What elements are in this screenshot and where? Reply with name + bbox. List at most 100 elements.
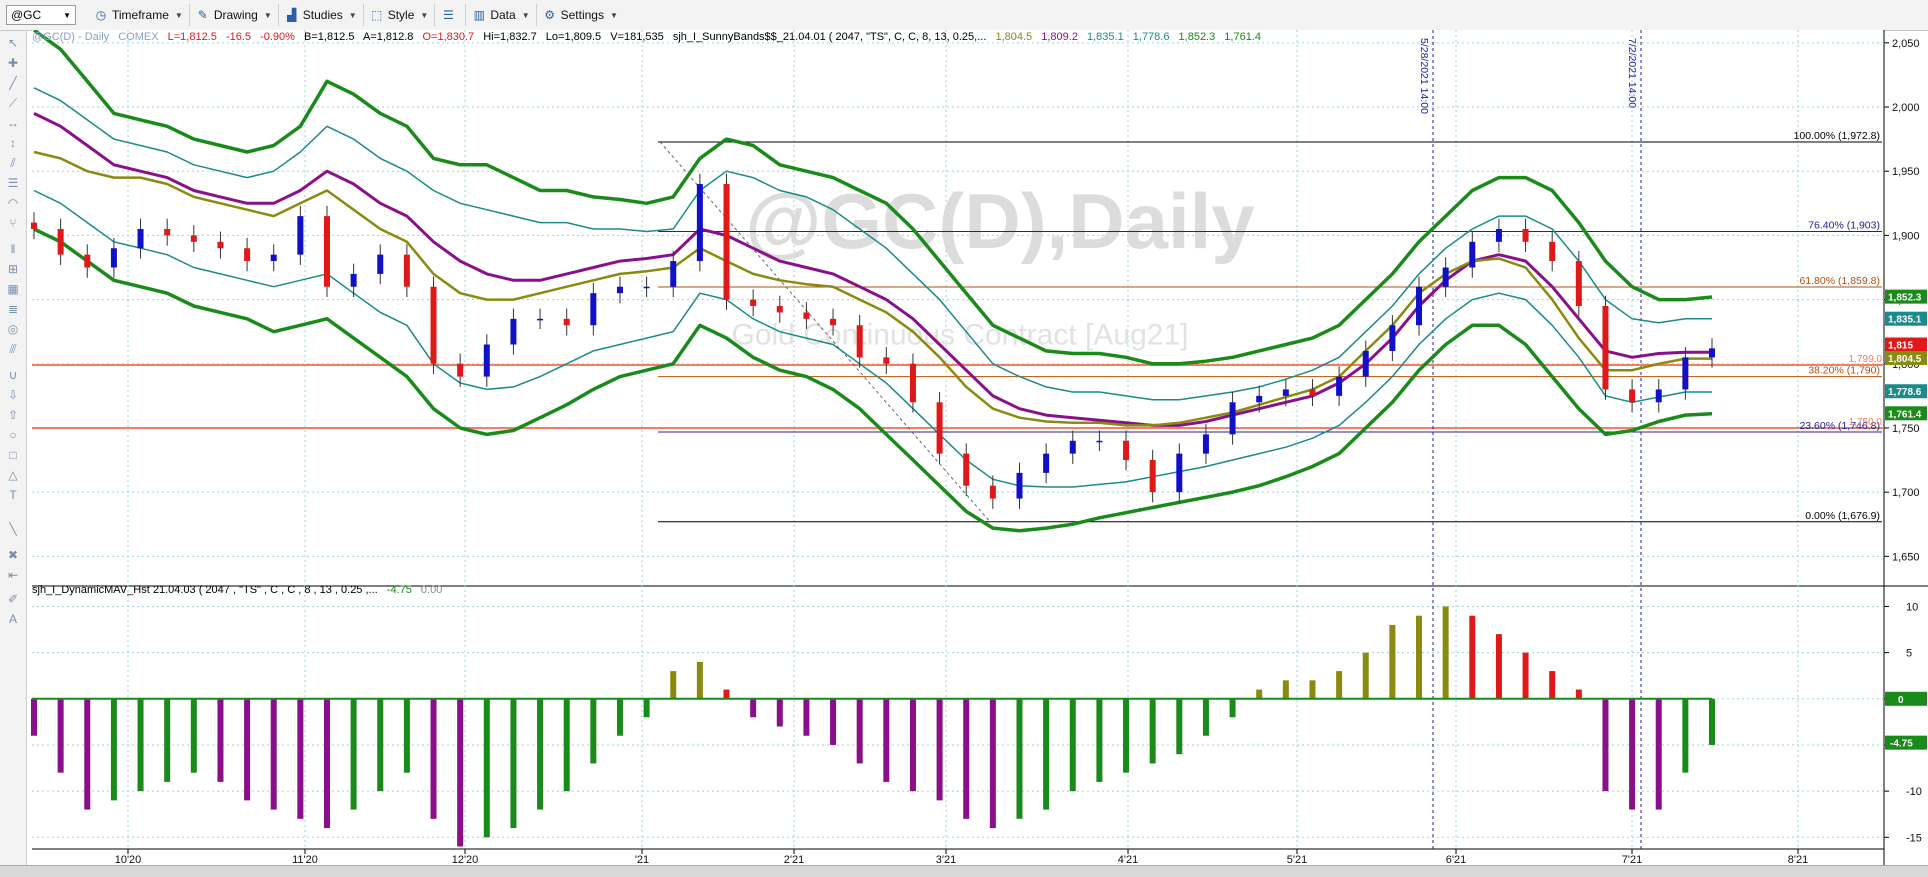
candle-body: [643, 286, 650, 289]
x-tick-label: 5'21: [1287, 854, 1307, 865]
histogram-bar: [1416, 615, 1423, 699]
trendline-icon[interactable]: ╱: [9, 76, 17, 90]
arc-icon[interactable]: ◠: [7, 196, 19, 210]
x-tick-label: 3'21: [936, 854, 956, 865]
chart-header: @GC(D) - Daily COMEX L=1,812.5 -16.5 -0.…: [32, 31, 1267, 43]
settings-button[interactable]: ⚙ Settings ▼: [537, 4, 624, 26]
chevron-down-icon: ▼: [348, 10, 357, 20]
y-tick-label: 2,000: [1892, 102, 1920, 114]
arrow-down-icon[interactable]: ⇩: [7, 388, 19, 402]
sr-level-label: 1,799.0: [1849, 354, 1883, 365]
x-tick-label: 8'21: [1788, 854, 1808, 865]
candle-body: [350, 273, 357, 287]
chevron-down-icon[interactable]: ▼: [63, 10, 71, 20]
style-button[interactable]: ⬚ Style ▼: [364, 4, 436, 26]
drawing-button[interactable]: ✎ Drawing ▼: [190, 4, 279, 26]
candle-body: [1416, 286, 1423, 326]
timeframe-button[interactable]: ◷ Timeframe ▼: [88, 4, 190, 26]
histogram-bar: [1309, 680, 1316, 699]
histogram-bar: [377, 698, 384, 792]
rectangle-icon[interactable]: □: [9, 448, 17, 462]
candle-body: [1389, 325, 1396, 351]
channel-icon[interactable]: ⫽: [10, 156, 16, 170]
histogram-bar: [457, 698, 464, 847]
delete-drawing-icon[interactable]: ✖: [7, 548, 19, 562]
data-button[interactable]: ▥ Data ▼: [466, 4, 537, 26]
histogram-bar: [909, 698, 916, 792]
studies-button[interactable]: ▟ Studies ▼: [279, 4, 364, 26]
cursor-icon[interactable]: ↖: [7, 36, 19, 50]
candle-body: [963, 453, 970, 486]
outer-lower-band: [33, 227, 1713, 533]
x-tick-label: 11'20: [292, 854, 318, 865]
candle-body: [1442, 267, 1449, 287]
pct-change: -0.90%: [260, 31, 295, 43]
clock-icon: ◷: [95, 8, 107, 22]
brush-icon[interactable]: ╲: [9, 522, 17, 536]
cycle-icon[interactable]: ◎: [7, 322, 19, 336]
price-tag: [1885, 311, 1927, 326]
histogram-bar: [1549, 671, 1556, 699]
ray-icon[interactable]: ⟋: [8, 96, 18, 110]
horizontal-line-icon[interactable]: ↔: [7, 116, 19, 130]
candle-body: [537, 318, 544, 321]
style-label: Style: [387, 8, 415, 22]
histogram-bar: [776, 698, 783, 727]
candle-body: [377, 254, 384, 274]
candle-body: [936, 402, 943, 454]
candle-body: [510, 318, 517, 345]
levels-icon[interactable]: ≣: [7, 302, 19, 316]
ellipse-icon[interactable]: ○: [9, 428, 17, 442]
net-change: -16.5: [225, 31, 252, 43]
text-icon[interactable]: T: [9, 488, 17, 502]
price-tag-label: 1,815: [1888, 341, 1913, 352]
curve-icon[interactable]: ∪: [8, 368, 18, 382]
gann-icon[interactable]: ⊞: [7, 262, 19, 276]
grid-icon[interactable]: ▦: [7, 282, 19, 296]
histogram-bar: [510, 698, 517, 829]
candle-body: [1256, 395, 1263, 403]
fibonacci-icon[interactable]: ☰: [7, 176, 19, 190]
fib-level-label: 38.20% (1,790): [1808, 365, 1880, 377]
symbol-input[interactable]: @GC ▼: [6, 5, 76, 25]
triangle-icon[interactable]: △: [8, 468, 18, 482]
bars-icon[interactable]: ‖: [10, 242, 16, 256]
price-chart[interactable]: 1,6501,7001,7501,8001,8501,9001,9502,000…: [0, 30, 1928, 865]
candle-body: [776, 306, 783, 313]
candle-body: [1495, 228, 1502, 242]
histogram-bar: [483, 698, 490, 838]
price-tag-label: 1,804.5: [1888, 354, 1922, 365]
price-tag: [1885, 384, 1927, 399]
text-label-icon[interactable]: A: [8, 612, 17, 626]
highlighter-icon[interactable]: ✐: [7, 592, 19, 606]
pitchfork-icon[interactable]: ⑂: [9, 216, 17, 230]
study-value-fast: 1,804.5: [995, 31, 1033, 43]
candle-body: [457, 363, 464, 377]
snap-icon[interactable]: ⇤: [7, 568, 19, 582]
price-tag-label: 1,835.1: [1888, 315, 1922, 326]
candle-body: [883, 357, 890, 364]
price-tag: [1885, 406, 1927, 421]
histogram-bar: [1602, 698, 1609, 792]
x-tick-label: 6'21: [1446, 854, 1466, 865]
fib-level-label: 100.00% (1,972.8): [1794, 130, 1880, 142]
vertical-line-icon[interactable]: ↕: [10, 136, 16, 150]
chevron-down-icon: ▼: [263, 10, 272, 20]
histogram-bar: [244, 698, 251, 801]
crosshair-icon[interactable]: ✚: [7, 56, 19, 70]
candle-body: [244, 248, 251, 262]
candle-body: [270, 254, 277, 262]
candle-body: [1629, 389, 1636, 403]
date-marker-label: 7/2/2021 14:00: [1626, 38, 1638, 108]
candle-body: [84, 254, 91, 268]
sub-y-tick-label: 10: [1906, 601, 1918, 613]
x-tick-label: 4'21: [1118, 854, 1138, 865]
y-tick-label: 1,700: [1892, 487, 1920, 499]
speed-lines-icon[interactable]: ⫻: [9, 342, 17, 356]
candle-body: [190, 235, 197, 242]
arrow-up-icon[interactable]: ⇧: [7, 408, 19, 422]
candle-body: [830, 318, 837, 326]
layout-button[interactable]: ☰: [435, 4, 467, 26]
candle-body: [1309, 389, 1316, 396]
bid-price: B=1,812.5: [304, 31, 355, 43]
